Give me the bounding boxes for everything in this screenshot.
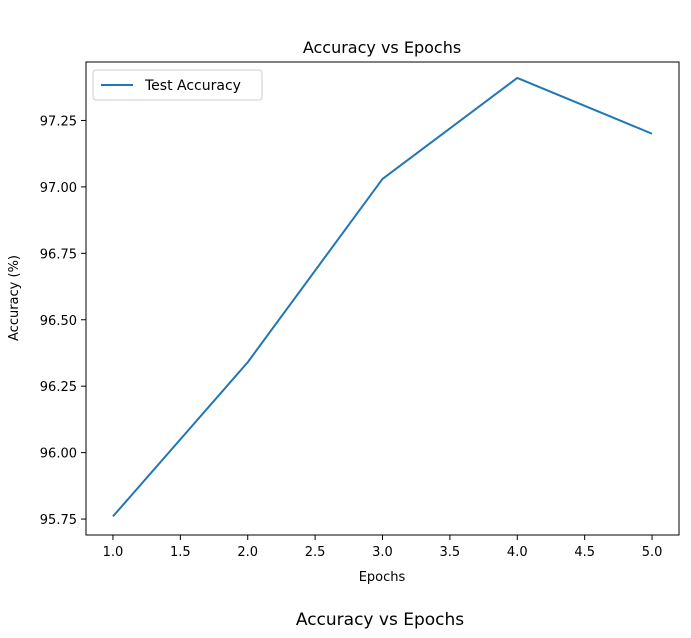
x-tick-label: 5.0	[642, 545, 663, 560]
series-line-test-accuracy	[113, 78, 652, 516]
x-tick-label: 2.5	[305, 545, 326, 560]
x-tick-label: 4.5	[574, 545, 595, 560]
x-axis-label: Epochs	[359, 570, 406, 585]
y-axis-label: Accuracy (%)	[7, 255, 22, 341]
y-tick-label: 96.00	[40, 447, 77, 462]
x-tick-label: 4.0	[507, 545, 528, 560]
x-tick-label: 2.0	[237, 545, 258, 560]
x-tick-label: 1.5	[170, 545, 191, 560]
chart-title: Accuracy vs Epochs	[303, 38, 461, 57]
x-axis-ticks: 1.0 1.5 2.0 2.5 3.0 3.5 4.0 4.5 5.0	[103, 535, 663, 560]
second-chart-title: Accuracy vs Epochs	[296, 610, 464, 630]
legend: Test Accuracy	[93, 70, 262, 100]
y-tick-label: 95.75	[40, 513, 77, 528]
legend-label-test-accuracy: Test Accuracy	[144, 78, 241, 94]
y-tick-label: 96.75	[40, 247, 77, 262]
y-tick-label: 96.50	[40, 314, 77, 329]
x-tick-label: 1.0	[103, 545, 124, 560]
x-tick-label: 3.0	[372, 545, 393, 560]
y-axis-ticks: 95.75 96.00 96.25 96.50 96.75 97.00 97.25	[40, 114, 86, 528]
y-tick-label: 97.25	[40, 114, 77, 129]
y-tick-label: 96.25	[40, 380, 77, 395]
x-tick-label: 3.5	[440, 545, 461, 560]
series-layer	[113, 78, 652, 516]
plot-area-frame	[86, 62, 679, 535]
y-tick-label: 97.00	[40, 181, 77, 196]
